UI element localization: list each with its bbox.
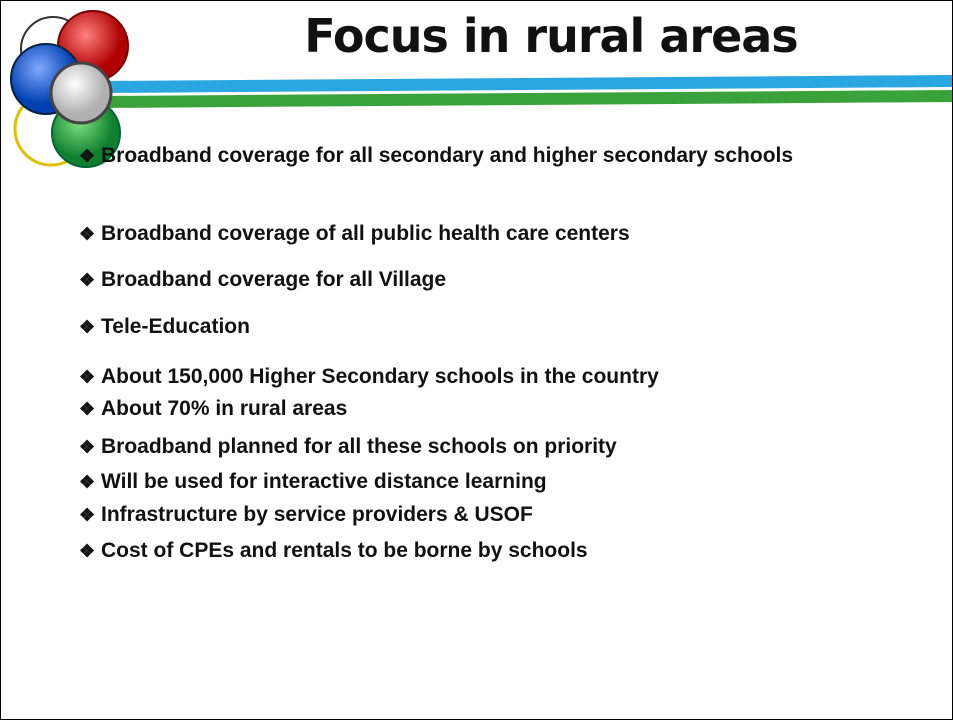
bullet-icon: ❖ [79,399,96,419]
bullet-item: ❖ Cost of CPEs and rentals to be borne by… [79,538,879,564]
bullet-icon: ❖ [79,541,96,561]
bullet-icon: ❖ [79,367,96,387]
bullet-icon: ❖ [79,224,96,244]
bullet-item: ❖ About 70% in rural areas [79,396,879,422]
bullet-text: About 70% in rural areas [101,397,348,420]
bullet-text: Cost of CPEs and rentals to be borne by … [101,539,588,562]
bullet-icon: ❖ [79,505,96,525]
bullet-text: Broadband coverage of all public health … [101,222,630,245]
bullet-text: Broadband planned for all these schools … [101,435,617,458]
bullet-item: ❖ About 150,000 Higher Secondary schools … [79,364,879,390]
bullet-item: ❖ Broadband coverage of all public health… [79,221,879,247]
header-decoration [10,10,952,168]
bullet-icon: ❖ [79,472,96,492]
bullet-icon: ❖ [79,437,96,457]
bullet-icon: ❖ [79,146,96,166]
bullet-item: ❖ Tele-Education [79,314,879,340]
bullet-text: Tele-Education [101,315,250,338]
bullet-icon: ❖ [79,270,96,290]
bullet-item: ❖ Will be used for interactive distance l… [79,469,879,495]
bullet-item: ❖ Infrastructure by service providers & U… [79,502,879,528]
bullet-item: ❖ Broadband planned for all these schools… [79,434,879,460]
bullet-text: About 150,000 Higher Secondary schools i… [101,365,659,388]
bullet-text: Broadband coverage for all Village [101,268,447,291]
bullet-icon: ❖ [79,317,96,337]
bullet-item: ❖ Broadband coverage for all Village [79,267,879,293]
slide-title: Focus in rural areas [304,9,798,63]
bullet-item: ❖ Broadband coverage for all secondary an… [79,143,879,169]
bullet-text: Will be used for interactive distance le… [101,470,547,493]
bullet-text: Broadband coverage for all secondary and… [101,144,794,167]
bullet-text: Infrastructure by service providers & US… [101,503,533,526]
